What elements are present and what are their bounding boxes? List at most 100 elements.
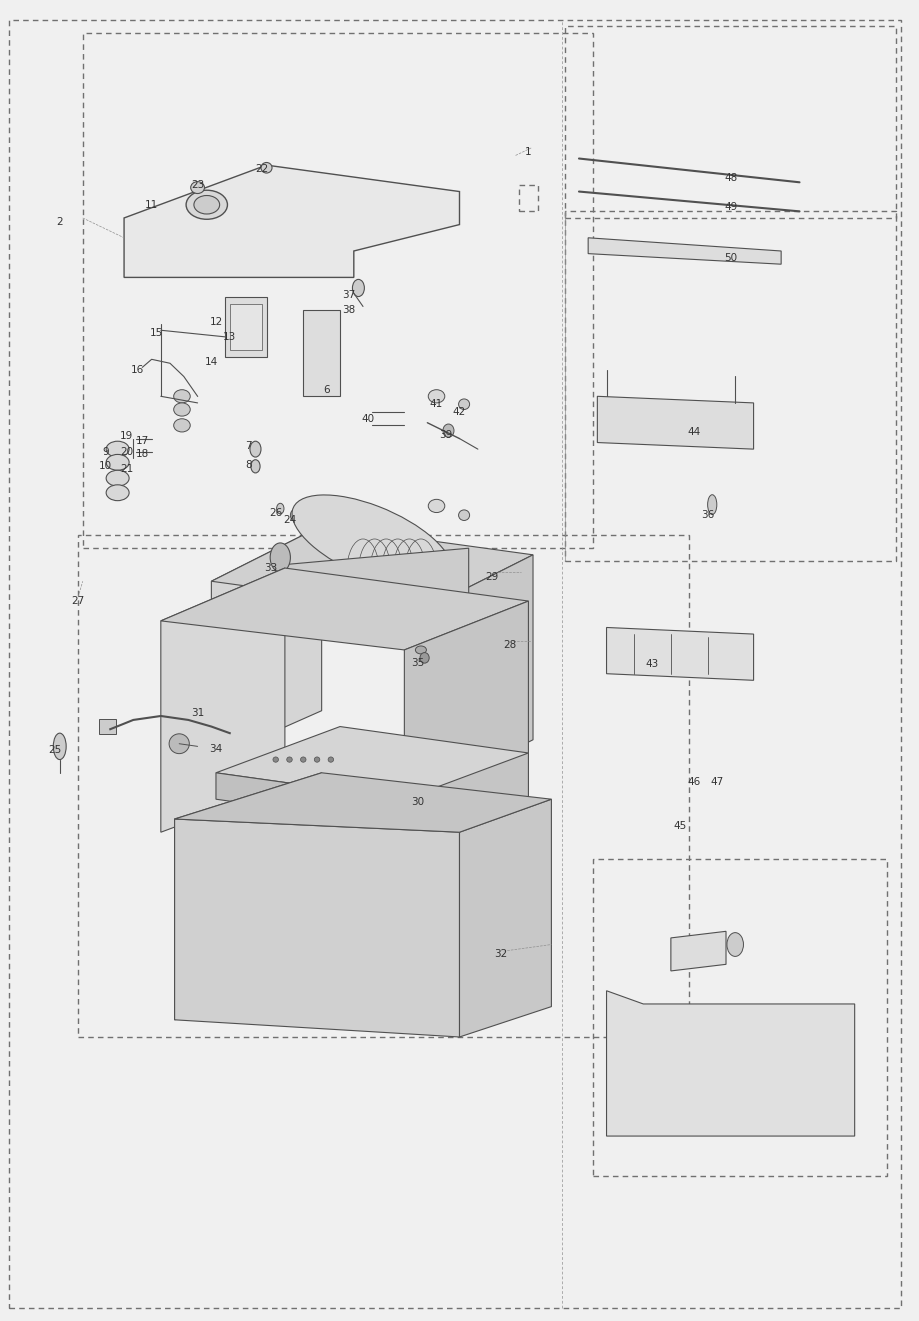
Polygon shape <box>588 238 781 264</box>
Polygon shape <box>175 819 460 1037</box>
Ellipse shape <box>290 510 298 520</box>
Ellipse shape <box>443 424 454 437</box>
Text: 14: 14 <box>205 357 218 367</box>
Polygon shape <box>175 773 322 1020</box>
Polygon shape <box>211 526 322 760</box>
Text: 17: 17 <box>136 436 149 446</box>
Text: 11: 11 <box>145 199 158 210</box>
Text: 49: 49 <box>724 202 737 213</box>
Ellipse shape <box>708 494 717 514</box>
Text: 6: 6 <box>323 384 330 395</box>
Polygon shape <box>597 396 754 449</box>
Ellipse shape <box>459 399 470 410</box>
Text: 18: 18 <box>136 449 149 460</box>
Ellipse shape <box>277 503 284 514</box>
Text: 13: 13 <box>223 332 236 342</box>
Polygon shape <box>607 627 754 680</box>
Text: 37: 37 <box>343 289 356 300</box>
Text: 19: 19 <box>120 431 133 441</box>
Ellipse shape <box>328 757 334 762</box>
Text: 21: 21 <box>120 464 133 474</box>
Text: 45: 45 <box>674 820 686 831</box>
Text: 26: 26 <box>269 507 282 518</box>
Text: 24: 24 <box>283 515 296 526</box>
Polygon shape <box>404 601 528 872</box>
Bar <box>99 719 116 734</box>
Text: 23: 23 <box>191 180 204 190</box>
Ellipse shape <box>292 495 452 588</box>
Ellipse shape <box>169 733 189 753</box>
Polygon shape <box>276 548 469 614</box>
Ellipse shape <box>270 543 290 572</box>
Text: 44: 44 <box>687 427 700 437</box>
Text: 10: 10 <box>99 461 112 472</box>
Text: 48: 48 <box>724 173 737 184</box>
Text: 43: 43 <box>646 659 659 670</box>
Ellipse shape <box>415 646 426 654</box>
Text: 1: 1 <box>525 147 532 157</box>
Text: 2: 2 <box>56 217 63 227</box>
Text: 7: 7 <box>244 441 252 452</box>
Ellipse shape <box>261 162 272 173</box>
Text: 39: 39 <box>439 429 452 440</box>
Bar <box>303 310 340 396</box>
Ellipse shape <box>314 757 320 762</box>
Ellipse shape <box>106 470 129 486</box>
Text: 9: 9 <box>102 446 109 457</box>
Text: 28: 28 <box>504 639 516 650</box>
Text: 20: 20 <box>120 446 133 457</box>
Ellipse shape <box>251 460 260 473</box>
Ellipse shape <box>273 757 278 762</box>
Bar <box>593 859 887 1176</box>
Polygon shape <box>423 555 533 795</box>
Text: 42: 42 <box>453 407 466 417</box>
Bar <box>225 297 267 357</box>
Text: 8: 8 <box>244 460 252 470</box>
Text: 33: 33 <box>265 563 278 573</box>
Bar <box>565 211 896 561</box>
Text: 15: 15 <box>150 328 163 338</box>
Ellipse shape <box>106 454 129 470</box>
Ellipse shape <box>250 441 261 457</box>
Bar <box>565 26 896 218</box>
Text: 16: 16 <box>131 365 144 375</box>
Text: 25: 25 <box>49 745 62 756</box>
Ellipse shape <box>174 419 190 432</box>
Ellipse shape <box>106 441 129 457</box>
Polygon shape <box>216 727 528 799</box>
Text: 34: 34 <box>210 744 222 754</box>
Polygon shape <box>607 991 855 1136</box>
Polygon shape <box>161 568 528 650</box>
Text: 12: 12 <box>210 317 222 328</box>
Ellipse shape <box>459 510 470 520</box>
Ellipse shape <box>174 390 190 403</box>
Text: 30: 30 <box>412 797 425 807</box>
Ellipse shape <box>106 485 129 501</box>
Polygon shape <box>124 165 460 277</box>
Ellipse shape <box>428 499 445 513</box>
Text: 32: 32 <box>494 948 507 959</box>
Bar <box>519 185 538 211</box>
Text: 47: 47 <box>710 777 723 787</box>
Ellipse shape <box>353 280 364 296</box>
Polygon shape <box>460 799 551 1037</box>
Ellipse shape <box>194 196 220 214</box>
Bar <box>78 535 689 1037</box>
Text: 31: 31 <box>191 708 204 719</box>
Text: 50: 50 <box>724 252 737 263</box>
Polygon shape <box>216 773 404 826</box>
Ellipse shape <box>53 733 66 760</box>
Polygon shape <box>671 931 726 971</box>
Text: 27: 27 <box>72 596 85 606</box>
Polygon shape <box>161 568 285 832</box>
Ellipse shape <box>420 653 429 663</box>
Ellipse shape <box>287 757 292 762</box>
Text: 40: 40 <box>361 413 374 424</box>
Text: 36: 36 <box>701 510 714 520</box>
Bar <box>230 304 262 350</box>
Ellipse shape <box>727 933 743 956</box>
Ellipse shape <box>191 182 205 194</box>
Text: 29: 29 <box>485 572 498 583</box>
Ellipse shape <box>301 757 306 762</box>
Text: 35: 35 <box>412 658 425 668</box>
